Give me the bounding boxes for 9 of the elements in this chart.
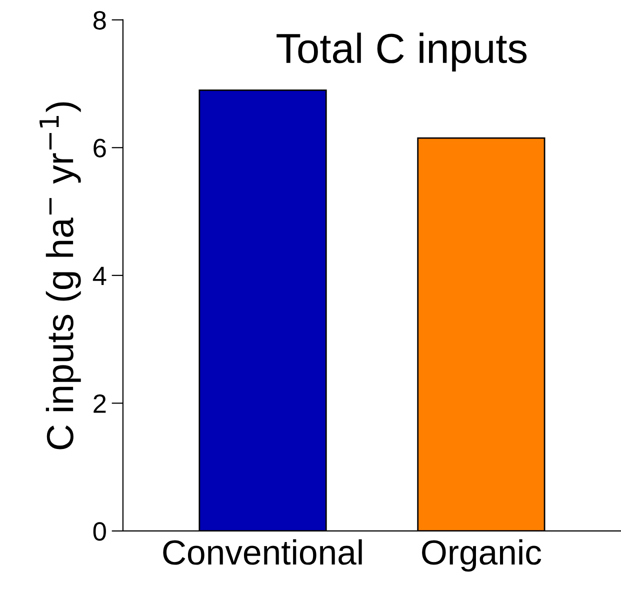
y-tick-label: 6	[94, 138, 106, 158]
x-tick-label: Organic	[422, 539, 542, 572]
x-tick-label: Conventional	[163, 539, 362, 565]
y-tick-label: 0	[93, 522, 106, 541]
chart-title: Total C inputs	[276, 32, 527, 72]
y-axis-title: C inputs (g ha$^{−}$ yr$^{−1}$)	[40, 102, 81, 450]
y-tick-label: 8	[93, 11, 106, 30]
y-tick-label: 2	[94, 394, 106, 413]
y-tick-label: 4	[92, 266, 106, 285]
